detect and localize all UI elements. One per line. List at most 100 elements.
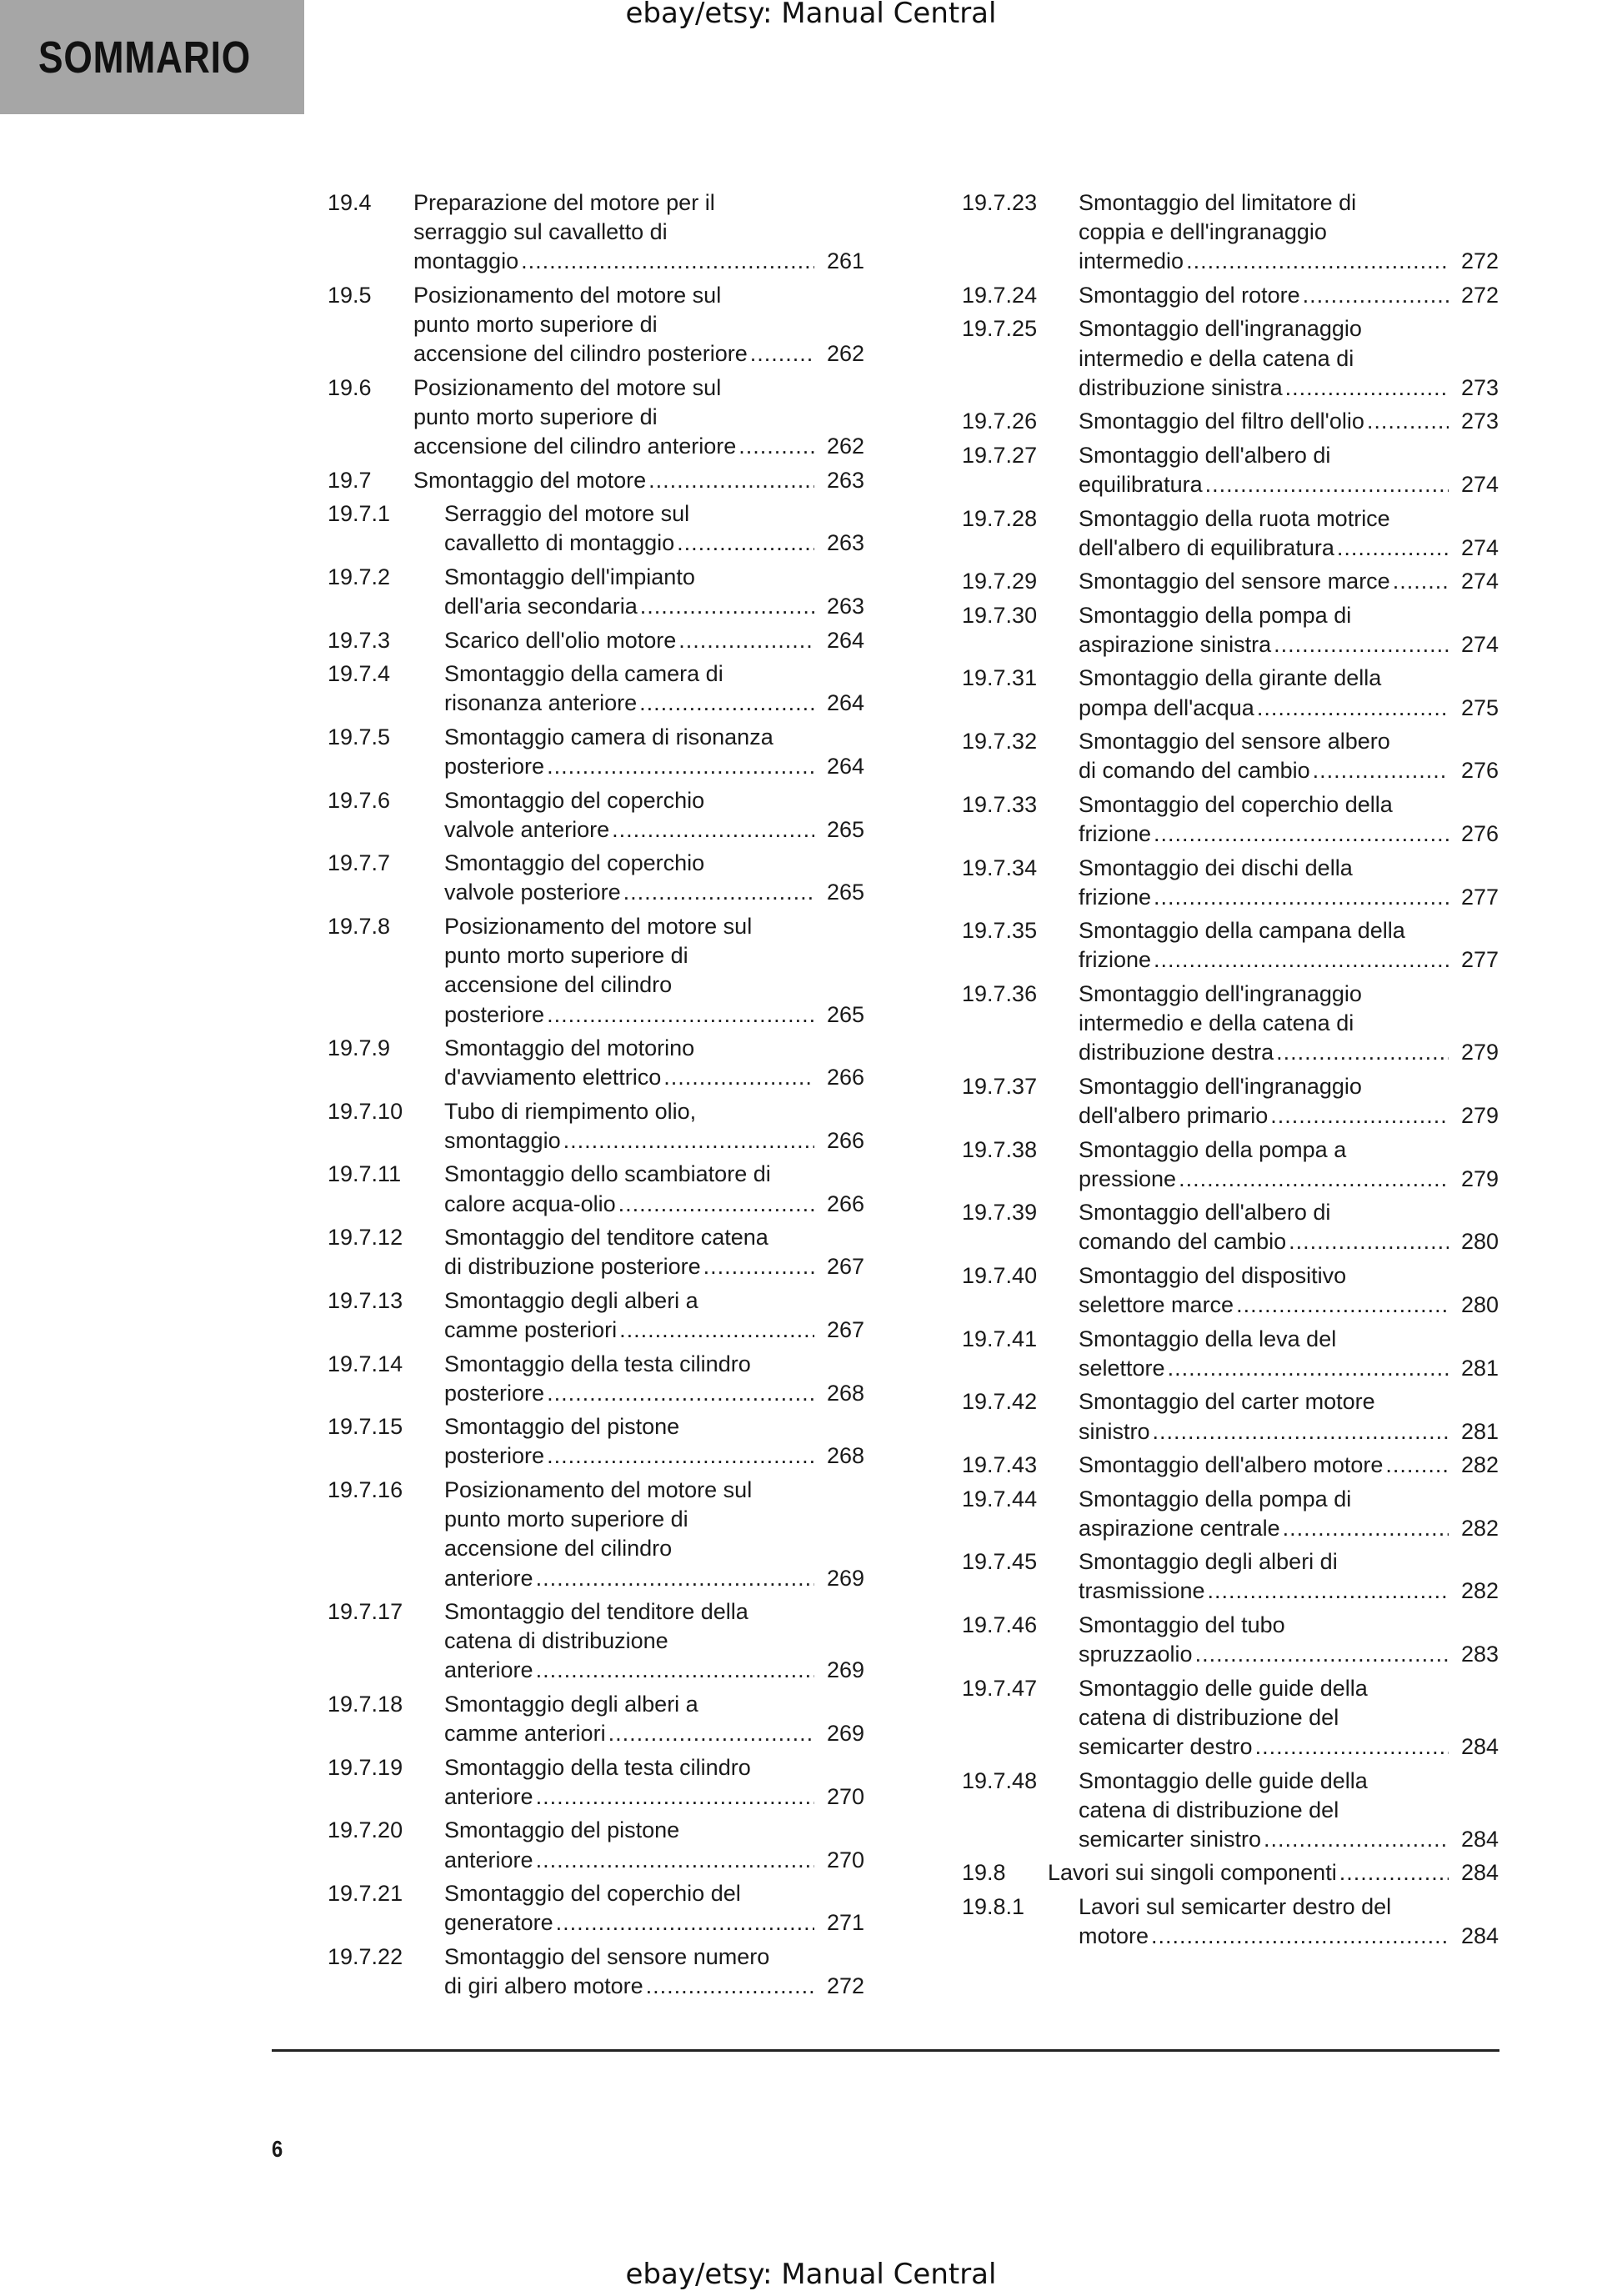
toc-entry[interactable]: 19.7.28 Smontaggio della ruota motrice del… xyxy=(962,504,1499,563)
toc-entry[interactable]: 19.7.26 Smontaggio del filtro dell'olio..… xyxy=(962,407,1499,436)
toc-entry[interactable]: 19.7.29 Smontaggio del sensore marce.....… xyxy=(962,567,1499,596)
toc-entry[interactable]: 19.7.20 Smontaggio del pistone anteriore..… xyxy=(328,1816,864,1874)
toc-entry-page[interactable]: 274 xyxy=(1460,569,1499,594)
toc-entry-page[interactable]: 274 xyxy=(1460,472,1499,498)
toc-entry-page[interactable]: 268 xyxy=(826,1443,864,1469)
toc-entry-page[interactable]: 283 xyxy=(1460,1642,1499,1667)
toc-entry[interactable]: 19.7.25 Smontaggio dell'ingranaggio interm… xyxy=(962,314,1499,403)
toc-entry-page[interactable]: 281 xyxy=(1460,1418,1499,1444)
toc-entry-page[interactable]: 277 xyxy=(1460,884,1499,910)
toc-entry-page[interactable]: 264 xyxy=(826,754,864,780)
toc-entry-page[interactable]: 274 xyxy=(1460,534,1499,560)
toc-entry-page[interactable]: 277 xyxy=(1460,947,1499,973)
toc-entry[interactable]: 19.7.47 Smontaggio delle guide della caten… xyxy=(962,1674,1499,1762)
toc-entry-page[interactable]: 266 xyxy=(826,1127,864,1153)
toc-entry-page[interactable]: 265 xyxy=(826,816,864,842)
toc-entry-page[interactable]: 281 xyxy=(1460,1355,1499,1381)
toc-entry[interactable]: 19.7.34 Smontaggio dei dischi della frizio… xyxy=(962,854,1499,912)
toc-entry[interactable]: 19.7.2 Smontaggio dell'impianto dell'aria … xyxy=(328,563,864,621)
toc-entry[interactable]: 19.7.45 Smontaggio degli alberi di trasmis… xyxy=(962,1547,1499,1606)
toc-entry[interactable]: 19.7.36 Smontaggio dell'ingranaggio interm… xyxy=(962,980,1499,1068)
toc-entry[interactable]: 19.7.38 Smontaggio della pompa a pressione… xyxy=(962,1135,1499,1194)
toc-entry-page[interactable]: 279 xyxy=(1460,1166,1499,1191)
toc-entry-page[interactable]: 272 xyxy=(1460,248,1499,274)
toc-entry-page[interactable]: 282 xyxy=(1460,1578,1499,1604)
toc-entry[interactable]: 19.7.10 Tubo di riempimento olio, smontagg… xyxy=(328,1097,864,1156)
toc-entry-page[interactable]: 269 xyxy=(826,1657,864,1683)
toc-entry[interactable]: 19.7.23 Smontaggio del limitatore di coppi… xyxy=(962,188,1499,277)
toc-entry[interactable]: 19.7.3 Scarico dell'olio motore..........… xyxy=(328,626,864,655)
toc-entry-page[interactable]: 273 xyxy=(1460,374,1499,400)
toc-entry-page[interactable]: 267 xyxy=(826,1254,864,1280)
toc-entry[interactable]: 19.7.32 Smontaggio del sensore albero di c… xyxy=(962,727,1499,785)
toc-entry[interactable]: 19.7.16 Posizionamento del motore sul punt… xyxy=(328,1476,864,1593)
toc-entry-page[interactable]: 274 xyxy=(1460,631,1499,657)
toc-entry-page[interactable]: 266 xyxy=(826,1191,864,1216)
toc-entry[interactable]: 19.7.33 Smontaggio del coperchio della fri… xyxy=(962,790,1499,849)
toc-entry[interactable]: 19.7.7 Smontaggio del coperchio valvole po… xyxy=(328,849,864,907)
toc-entry[interactable]: 19.7.42 Smontaggio del carter motore sinis… xyxy=(962,1387,1499,1446)
toc-entry-page[interactable]: 282 xyxy=(1460,1452,1499,1478)
toc-entry[interactable]: 19.7.21 Smontaggio del coperchio del gener… xyxy=(328,1879,864,1938)
toc-entry-page[interactable]: 284 xyxy=(1460,1923,1499,1949)
toc-entry[interactable]: 19.7.19 Smontaggio della testa cilindro an… xyxy=(328,1753,864,1812)
toc-entry[interactable]: 19.7.13 Smontaggio degli alberi a camme po… xyxy=(328,1286,864,1345)
toc-entry-page[interactable]: 263 xyxy=(826,530,864,556)
toc-entry-page[interactable]: 270 xyxy=(826,1783,864,1809)
toc-entry[interactable]: 19.7.30 Smontaggio della pompa di aspirazi… xyxy=(962,601,1499,659)
toc-entry[interactable]: 19.7.31 Smontaggio della girante della pom… xyxy=(962,664,1499,722)
toc-entry[interactable]: 19.7.6 Smontaggio del coperchio valvole an… xyxy=(328,786,864,845)
toc-entry[interactable]: 19.7.11 Smontaggio dello scambiatore di ca… xyxy=(328,1160,864,1218)
toc-entry-page[interactable]: 280 xyxy=(1460,1229,1499,1255)
toc-entry-page[interactable]: 279 xyxy=(1460,1040,1499,1065)
toc-entry[interactable]: 19.7.48 Smontaggio delle guide della caten… xyxy=(962,1767,1499,1855)
toc-entry[interactable]: 19.7 Smontaggio del motore...............… xyxy=(328,466,864,495)
toc-entry-page[interactable]: 265 xyxy=(826,880,864,905)
toc-entry[interactable]: 19.5 Posizionamento del motore sul punto m… xyxy=(328,281,864,369)
toc-entry-page[interactable]: 284 xyxy=(1460,1826,1499,1852)
toc-entry[interactable]: 19.7.43 Smontaggio dell'albero motore....… xyxy=(962,1451,1499,1480)
toc-entry-page[interactable]: 263 xyxy=(826,467,864,493)
toc-entry-page[interactable]: 282 xyxy=(1460,1515,1499,1541)
toc-entry-page[interactable]: 261 xyxy=(826,248,864,274)
toc-entry-page[interactable]: 276 xyxy=(1460,758,1499,784)
toc-entry[interactable]: 19.7.22 Smontaggio del sensore numero di g… xyxy=(328,1943,864,2001)
toc-entry-page[interactable]: 262 xyxy=(826,341,864,367)
toc-entry-page[interactable]: 275 xyxy=(1460,694,1499,720)
toc-entry[interactable]: 19.7.18 Smontaggio degli alberi a camme an… xyxy=(328,1690,864,1748)
toc-entry-page[interactable]: 284 xyxy=(1460,1734,1499,1760)
toc-entry-page[interactable]: 279 xyxy=(1460,1103,1499,1129)
toc-entry-page[interactable]: 272 xyxy=(1460,282,1499,308)
toc-entry[interactable]: 19.8.1 Lavori sul semicarter destro del mo… xyxy=(962,1892,1499,1951)
toc-entry[interactable]: 19.7.8 Posizionamento del motore sul punto… xyxy=(328,912,864,1030)
toc-entry-page[interactable]: 271 xyxy=(826,1910,864,1936)
toc-entry[interactable]: 19.6 Posizionamento del motore sul punto m… xyxy=(328,373,864,462)
toc-entry[interactable]: 19.8 Lavori sui singoli componenti.......… xyxy=(962,1858,1499,1887)
toc-entry[interactable]: 19.7.14 Smontaggio della testa cilindro po… xyxy=(328,1350,864,1408)
toc-entry-page[interactable]: 273 xyxy=(1460,409,1499,434)
toc-entry[interactable]: 19.7.24 Smontaggio del rotore............… xyxy=(962,281,1499,310)
toc-entry-page[interactable]: 266 xyxy=(826,1065,864,1090)
toc-entry[interactable]: 19.7.35 Smontaggio della campana della fri… xyxy=(962,916,1499,975)
toc-entry-page[interactable]: 263 xyxy=(826,594,864,619)
toc-entry[interactable]: 19.7.44 Smontaggio della pompa di aspirazi… xyxy=(962,1485,1499,1543)
toc-entry-page[interactable]: 270 xyxy=(826,1847,864,1872)
toc-entry[interactable]: 19.7.46 Smontaggio del tubo spruzzaolio...… xyxy=(962,1611,1499,1669)
toc-entry-page[interactable]: 269 xyxy=(826,1565,864,1591)
toc-entry[interactable]: 19.4 Preparazione del motore per il serrag… xyxy=(328,188,864,277)
toc-entry-page[interactable]: 268 xyxy=(826,1380,864,1406)
toc-entry[interactable]: 19.7.37 Smontaggio dell'ingranaggio dell'a… xyxy=(962,1072,1499,1130)
toc-entry-page[interactable]: 272 xyxy=(826,1973,864,1998)
toc-entry[interactable]: 19.7.4 Smontaggio della camera di risonanz… xyxy=(328,659,864,718)
toc-entry[interactable]: 19.7.9 Smontaggio del motorino d'avviament… xyxy=(328,1034,864,1092)
toc-entry[interactable]: 19.7.12 Smontaggio del tenditore catena di… xyxy=(328,1223,864,1281)
toc-entry-page[interactable]: 267 xyxy=(826,1317,864,1343)
toc-entry-page[interactable]: 280 xyxy=(1460,1292,1499,1318)
toc-entry-page[interactable]: 276 xyxy=(1460,821,1499,847)
toc-entry[interactable]: 19.7.27 Smontaggio dell'albero di equilibr… xyxy=(962,441,1499,499)
toc-entry-page[interactable]: 264 xyxy=(826,690,864,716)
toc-entry[interactable]: 19.7.1 Serraggio del motore sul cavalletto… xyxy=(328,499,864,558)
toc-entry[interactable]: 19.7.15 Smontaggio del pistone posteriore.… xyxy=(328,1412,864,1471)
toc-entry[interactable]: 19.7.41 Smontaggio della leva del selettor… xyxy=(962,1325,1499,1383)
toc-entry-page[interactable]: 265 xyxy=(826,1001,864,1027)
